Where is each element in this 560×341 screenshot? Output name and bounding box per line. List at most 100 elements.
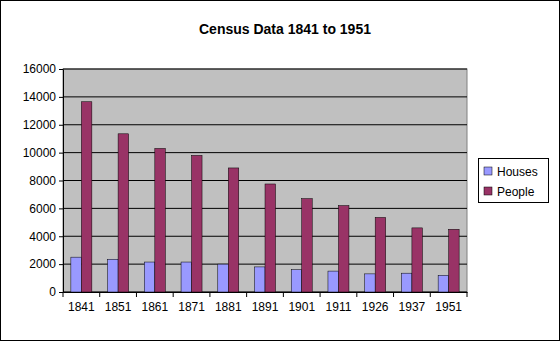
bar [328, 271, 338, 292]
y-tick-label: 2000 [29, 257, 56, 271]
x-tick-label: 1951 [435, 300, 462, 314]
y-tick: 14000 [23, 90, 63, 104]
x-separator [173, 292, 174, 297]
y-tick: 4000 [29, 230, 63, 244]
x-separator [467, 292, 468, 297]
y-tick: 10000 [23, 146, 63, 160]
x-tick: 1861 [141, 292, 168, 314]
legend-swatch [484, 167, 492, 175]
x-separators [63, 292, 467, 297]
y-tick-label: 14000 [23, 90, 57, 104]
grid [63, 69, 467, 292]
y-tick-label: 10000 [23, 146, 57, 160]
x-tick: 1901 [288, 292, 315, 314]
bar [291, 270, 301, 292]
bar [81, 102, 91, 292]
x-separator [246, 292, 247, 297]
x-tick-label: 1926 [362, 300, 389, 314]
legend: Houses People [479, 159, 549, 203]
bar [338, 206, 348, 292]
legend-swatch [484, 187, 492, 195]
x-tick-label: 1861 [141, 300, 168, 314]
bar [302, 199, 312, 292]
bar [412, 228, 422, 292]
y-axis: 0 2000 4000 6000 8000 10000 12000 14000 16000 [23, 62, 64, 299]
bars [71, 102, 459, 292]
y-tick-label: 6000 [29, 202, 56, 216]
grid-line [63, 124, 467, 125]
y-tick-mark [59, 236, 63, 237]
bar [228, 168, 238, 292]
x-separator [356, 292, 357, 297]
x-tick: 1881 [215, 292, 242, 314]
x-tick-label: 1891 [252, 300, 279, 314]
x-tick: 1891 [252, 292, 279, 314]
legend-label: Houses [497, 165, 538, 179]
y-tick-mark [59, 69, 63, 70]
x-separator [283, 292, 284, 297]
bar [144, 262, 154, 292]
x-tick: 1911 [326, 292, 352, 314]
grid-line [63, 96, 467, 97]
bar [118, 134, 128, 292]
y-tick-label: 0 [49, 285, 56, 299]
y-tick-mark [59, 292, 63, 293]
y-tick: 0 [49, 285, 63, 299]
y-tick-mark [59, 264, 63, 265]
x-tick-label: 1937 [399, 300, 426, 314]
x-tick-label: 1911 [326, 300, 352, 314]
bar [375, 217, 385, 292]
y-tick: 2000 [29, 257, 63, 271]
x-tick-label: 1881 [215, 300, 242, 314]
plot-area [63, 69, 467, 292]
x-axis-line [64, 292, 468, 293]
y-tick-mark [59, 125, 63, 126]
bar [255, 267, 265, 292]
bar [449, 229, 459, 292]
x-tick: 1851 [105, 292, 132, 314]
x-separator [99, 292, 100, 297]
y-tick: 16000 [23, 62, 63, 76]
bar [108, 259, 118, 292]
chart-frame [1, 1, 560, 341]
y-tick-mark [59, 153, 63, 154]
title: Census Data 1841 to 1951 [199, 21, 371, 37]
x-separator [320, 292, 321, 297]
y-tick-label: 8000 [29, 174, 56, 188]
bar [401, 273, 411, 292]
y-tick-mark [59, 97, 63, 98]
x-axis: 1841 1851 1861 1871 1881 1891 1901 1911 1926 1937… [63, 292, 468, 314]
x-separator [393, 292, 394, 297]
bar [71, 257, 81, 292]
y-tick-label: 4000 [29, 230, 56, 244]
x-tick: 1926 [362, 292, 389, 314]
x-tick-label: 1851 [105, 300, 132, 314]
x-separator [430, 292, 431, 297]
chart: Census Data 1841 to 1951 0 2000 4000 6000 800… [0, 0, 560, 341]
x-tick-label: 1841 [68, 300, 95, 314]
x-tick: 1841 [68, 292, 95, 314]
bar [265, 184, 275, 292]
y-tick-label: 16000 [23, 62, 57, 76]
legend-box [479, 159, 549, 203]
bar [365, 274, 375, 292]
y-tick-mark [59, 181, 63, 182]
y-tick-mark [59, 208, 63, 209]
bar [438, 275, 448, 292]
x-tick-label: 1871 [178, 300, 205, 314]
y-tick: 12000 [23, 118, 63, 132]
bar [192, 155, 202, 292]
y-tick: 8000 [29, 174, 63, 188]
x-separator [63, 292, 64, 297]
bar-series [81, 102, 459, 292]
x-tick-label: 1901 [288, 300, 315, 314]
bar [155, 148, 165, 292]
legend-label: People [497, 185, 535, 199]
x-tick: 1937 [399, 292, 426, 314]
bar [218, 264, 228, 292]
x-separator [136, 292, 137, 297]
x-tick: 1951 [435, 292, 462, 314]
grid-line [63, 69, 467, 70]
y-axis-line [63, 70, 64, 293]
y-tick: 6000 [29, 202, 63, 216]
